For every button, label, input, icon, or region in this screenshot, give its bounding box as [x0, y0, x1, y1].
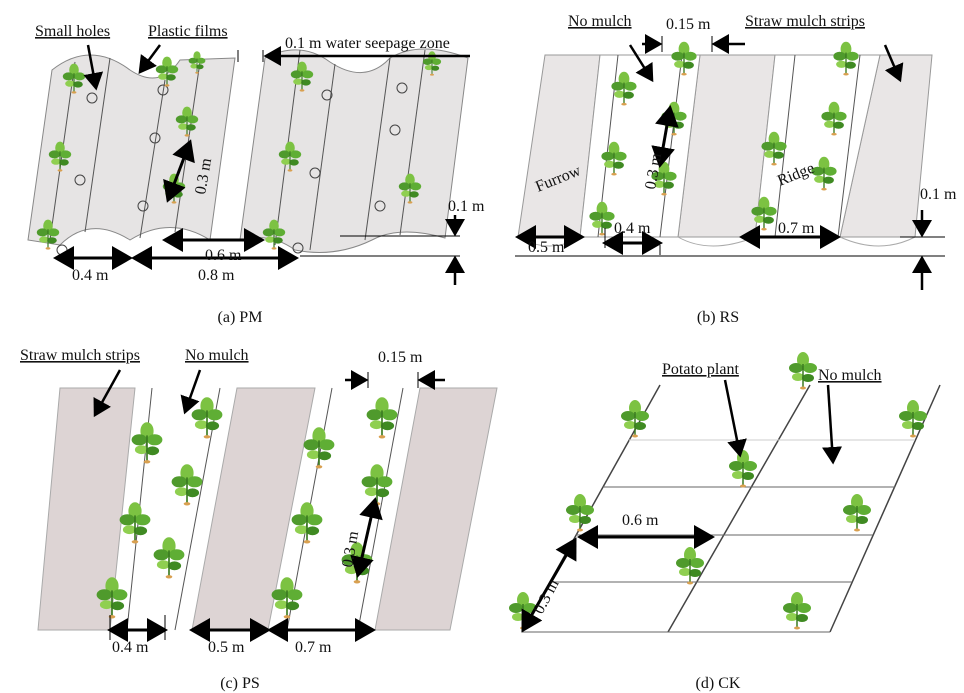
caption: (d) CK [696, 675, 741, 692]
panel-ps: Straw mulch strips No mulch 0.15 m 0.3 m… [20, 347, 497, 692]
panel-ck: Potato plant No mulch 0.6 m 0.3 m (d) CK [509, 352, 940, 692]
plants [509, 352, 927, 630]
label: Straw mulch strips [20, 347, 140, 364]
label: 0.7 m [778, 220, 815, 237]
label: No mulch [818, 367, 882, 384]
caption: (a) PM [218, 309, 263, 326]
label: 0.1 m [448, 198, 485, 215]
label: 0.5 m [208, 639, 245, 656]
caption: (b) RS [697, 309, 739, 326]
label: 0.15 m [666, 16, 711, 33]
label: 0.6 m [205, 247, 242, 264]
label: 0.15 m [378, 349, 423, 366]
label: 0.4 m [72, 267, 109, 284]
label: 0.8 m [198, 267, 235, 284]
label: 0.5 m [528, 239, 565, 256]
panel-pm: Small holes Plastic films 0.1 m water se… [28, 23, 485, 326]
label: 0.1 m [920, 186, 957, 203]
label: Straw mulch strips [745, 13, 865, 30]
label: No mulch [568, 13, 632, 30]
label: Plastic films [148, 23, 228, 40]
label: No mulch [185, 347, 249, 364]
caption: (c) PS [220, 675, 260, 692]
label: 0.4 m [112, 639, 149, 656]
panel-rs: No mulch 0.15 m Straw mulch strips Furro… [515, 13, 957, 326]
label: Potato plant [662, 361, 739, 378]
label: 0.1 m water seepage zone [285, 35, 450, 52]
figure: Small holes Plastic films 0.1 m water se… [0, 0, 964, 693]
label: 0.6 m [622, 512, 659, 529]
label: 0.4 m [614, 220, 651, 237]
label: 0.3 m [531, 576, 563, 617]
label: Small holes [35, 23, 110, 40]
label: 0.7 m [295, 639, 332, 656]
